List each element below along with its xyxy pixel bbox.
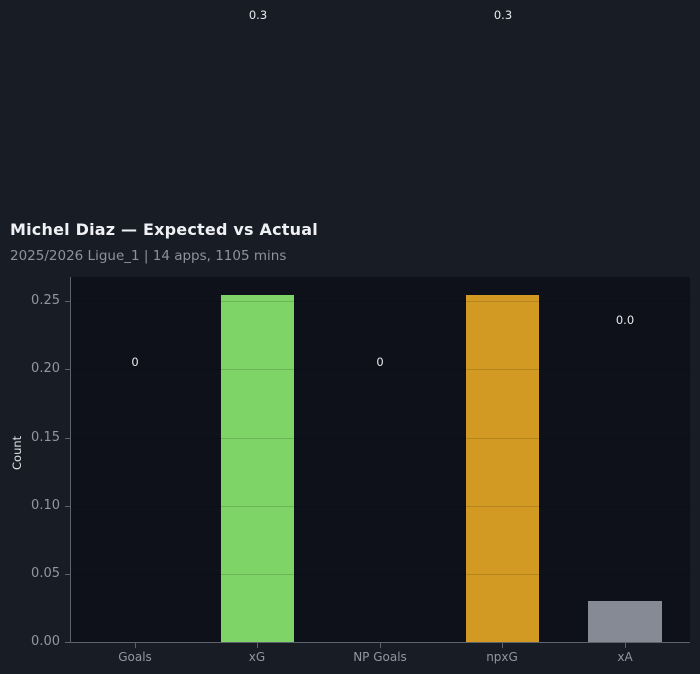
- x-tick: [257, 643, 258, 648]
- x-tick: [135, 643, 136, 648]
- gridline: [70, 301, 690, 302]
- value-label-np-goals: 0: [376, 355, 384, 369]
- plot-area: [70, 277, 690, 642]
- chart-subtitle: 2025/2026 Ligue_1 | 14 apps, 1105 mins: [10, 248, 287, 264]
- x-tick: [380, 643, 381, 648]
- y-tick-label: 0.25: [31, 293, 60, 308]
- x-tick: [625, 643, 626, 648]
- x-tick: [502, 643, 503, 648]
- y-tick-label: 0.00: [31, 634, 60, 649]
- bar-npxg: [466, 295, 539, 642]
- y-tick-label: 0.10: [31, 498, 60, 513]
- y-tick-label: 0.20: [31, 361, 60, 376]
- y-tick: [65, 438, 70, 439]
- y-tick: [65, 574, 70, 575]
- bar-xa: [588, 601, 662, 642]
- y-tick: [65, 369, 70, 370]
- x-axis: [70, 642, 690, 643]
- gridline: [70, 506, 690, 507]
- x-tick-label-xg: xG: [248, 650, 266, 664]
- gridline: [70, 369, 690, 370]
- y-tick-label: 0.15: [31, 430, 60, 445]
- y-axis-title: Count: [10, 435, 24, 470]
- x-tick-label-np-goals: NP Goals: [353, 650, 407, 664]
- y-axis: [70, 277, 71, 643]
- y-tick: [65, 642, 70, 643]
- gridline: [70, 438, 690, 439]
- y-tick: [65, 301, 70, 302]
- bar-xg: [221, 295, 294, 642]
- overflow-value-label: 0.3: [493, 8, 513, 22]
- y-tick-label: 0.05: [31, 566, 60, 581]
- x-tick-label-npxg: npxG: [486, 650, 518, 664]
- x-tick-label-xa: xA: [617, 650, 633, 664]
- value-label-xa: 0.0: [615, 313, 635, 327]
- overflow-value-label: 0.3: [248, 8, 268, 22]
- value-label-goals: 0: [131, 355, 139, 369]
- gridline: [70, 574, 690, 575]
- x-tick-label-goals: Goals: [118, 650, 152, 664]
- chart-title: Michel Diaz — Expected vs Actual: [10, 220, 318, 239]
- y-tick: [65, 506, 70, 507]
